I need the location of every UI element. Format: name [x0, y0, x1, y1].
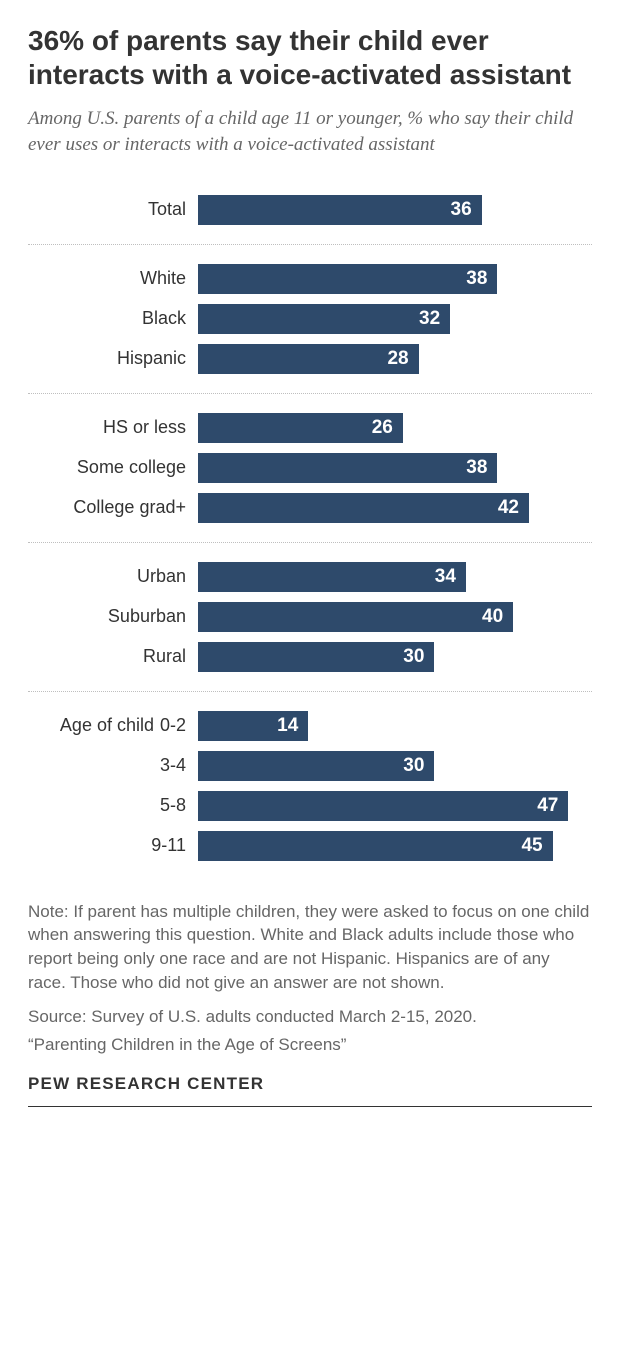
chart-group: HS or less 26 Some college 38 College grad+ 4… [28, 394, 592, 543]
bar-track: 26 [198, 413, 592, 443]
row-label-text: Some college [77, 457, 186, 477]
bar-fill: 38 [198, 453, 497, 483]
chart-row: Suburban 40 [28, 597, 592, 637]
row-label-text: Urban [137, 566, 186, 586]
bar-value: 30 [403, 646, 424, 668]
row-label: White [28, 268, 198, 289]
bar-track: 30 [198, 642, 592, 672]
row-label-text: Suburban [108, 606, 186, 626]
row-label-text: Hispanic [117, 348, 186, 368]
row-label: 9-11 [28, 835, 198, 856]
bar-fill: 45 [198, 831, 553, 861]
row-label: Total [28, 199, 198, 220]
row-label: Rural [28, 646, 198, 667]
chart-row: White 38 [28, 259, 592, 299]
chart-row: 3-4 30 [28, 746, 592, 786]
bar-fill: 14 [198, 711, 308, 741]
chart-row: College grad+ 42 [28, 488, 592, 528]
chart-group: White 38 Black 32 Hispanic 28 [28, 245, 592, 394]
chart-row: 9-11 45 [28, 826, 592, 866]
chart-note: Note: If parent has multiple children, t… [28, 900, 592, 995]
bar-track: 32 [198, 304, 592, 334]
row-label-text: Total [148, 199, 186, 219]
bar-fill: 32 [198, 304, 450, 334]
bar-value: 32 [419, 308, 440, 330]
row-label: Some college [28, 457, 198, 478]
bar-value: 28 [387, 348, 408, 370]
chart-group: Age of child 0-2 14 3-4 30 5-8 47 9-11 45 [28, 692, 592, 880]
row-label-prefix: Age of child [60, 715, 154, 735]
row-label: Age of child 0-2 [28, 715, 198, 736]
bar-track: 42 [198, 493, 592, 523]
chart-group: Total 36 [28, 186, 592, 245]
bar-value: 30 [403, 755, 424, 777]
chart-title: 36% of parents say their child ever inte… [28, 24, 592, 92]
row-label-text: 9-11 [151, 835, 186, 855]
bar-fill: 30 [198, 642, 434, 672]
row-label: College grad+ [28, 497, 198, 518]
row-label-text: 3-4 [160, 755, 186, 775]
bar-value: 38 [466, 268, 487, 290]
row-label: Black [28, 308, 198, 329]
row-label: Urban [28, 566, 198, 587]
row-label: 3-4 [28, 755, 198, 776]
bar-value: 14 [277, 715, 298, 737]
row-label-text: College grad+ [73, 497, 186, 517]
bar-fill: 30 [198, 751, 434, 781]
bar-fill: 28 [198, 344, 419, 374]
chart-report: “Parenting Children in the Age of Screen… [28, 1033, 592, 1057]
bar-value: 40 [482, 606, 503, 628]
bar-fill: 38 [198, 264, 497, 294]
chart-group: Urban 34 Suburban 40 Rural 30 [28, 543, 592, 692]
chart-row: Rural 30 [28, 637, 592, 677]
row-label-text: 0-2 [160, 715, 186, 735]
bar-track: 45 [198, 831, 592, 861]
chart-source: Source: Survey of U.S. adults conducted … [28, 1005, 592, 1029]
row-label-text: 5-8 [160, 795, 186, 815]
row-label: HS or less [28, 417, 198, 438]
bar-track: 34 [198, 562, 592, 592]
row-label-text: HS or less [103, 417, 186, 437]
bar-track: 28 [198, 344, 592, 374]
bar-value: 42 [498, 497, 519, 519]
bar-value: 38 [466, 457, 487, 479]
bar-track: 38 [198, 453, 592, 483]
bar-fill: 36 [198, 195, 482, 225]
bar-track: 36 [198, 195, 592, 225]
bar-fill: 47 [198, 791, 568, 821]
chart-row: Age of child 0-2 14 [28, 706, 592, 746]
bar-chart: Total 36 White 38 Black 32 Hispanic 28 HS or les… [28, 186, 592, 880]
bar-value: 26 [372, 417, 393, 439]
bar-fill: 34 [198, 562, 466, 592]
bar-fill: 26 [198, 413, 403, 443]
row-label: Suburban [28, 606, 198, 627]
row-label: 5-8 [28, 795, 198, 816]
bar-value: 34 [435, 566, 456, 588]
bar-value: 36 [451, 199, 472, 221]
bar-track: 40 [198, 602, 592, 632]
bar-value: 45 [521, 835, 542, 857]
chart-row: Total 36 [28, 190, 592, 230]
bar-fill: 42 [198, 493, 529, 523]
chart-subtitle: Among U.S. parents of a child age 11 or … [28, 106, 592, 157]
row-label-text: Black [142, 308, 186, 328]
bar-track: 30 [198, 751, 592, 781]
chart-row: Urban 34 [28, 557, 592, 597]
bar-value: 47 [537, 795, 558, 817]
bar-track: 14 [198, 711, 592, 741]
bar-track: 38 [198, 264, 592, 294]
footer-brand: PEW RESEARCH CENTER [28, 1074, 592, 1107]
chart-row: Black 32 [28, 299, 592, 339]
row-label-text: Rural [143, 646, 186, 666]
row-label: Hispanic [28, 348, 198, 369]
chart-row: HS or less 26 [28, 408, 592, 448]
chart-row: 5-8 47 [28, 786, 592, 826]
chart-row: Some college 38 [28, 448, 592, 488]
bar-track: 47 [198, 791, 592, 821]
chart-row: Hispanic 28 [28, 339, 592, 379]
row-label-text: White [140, 268, 186, 288]
bar-fill: 40 [198, 602, 513, 632]
